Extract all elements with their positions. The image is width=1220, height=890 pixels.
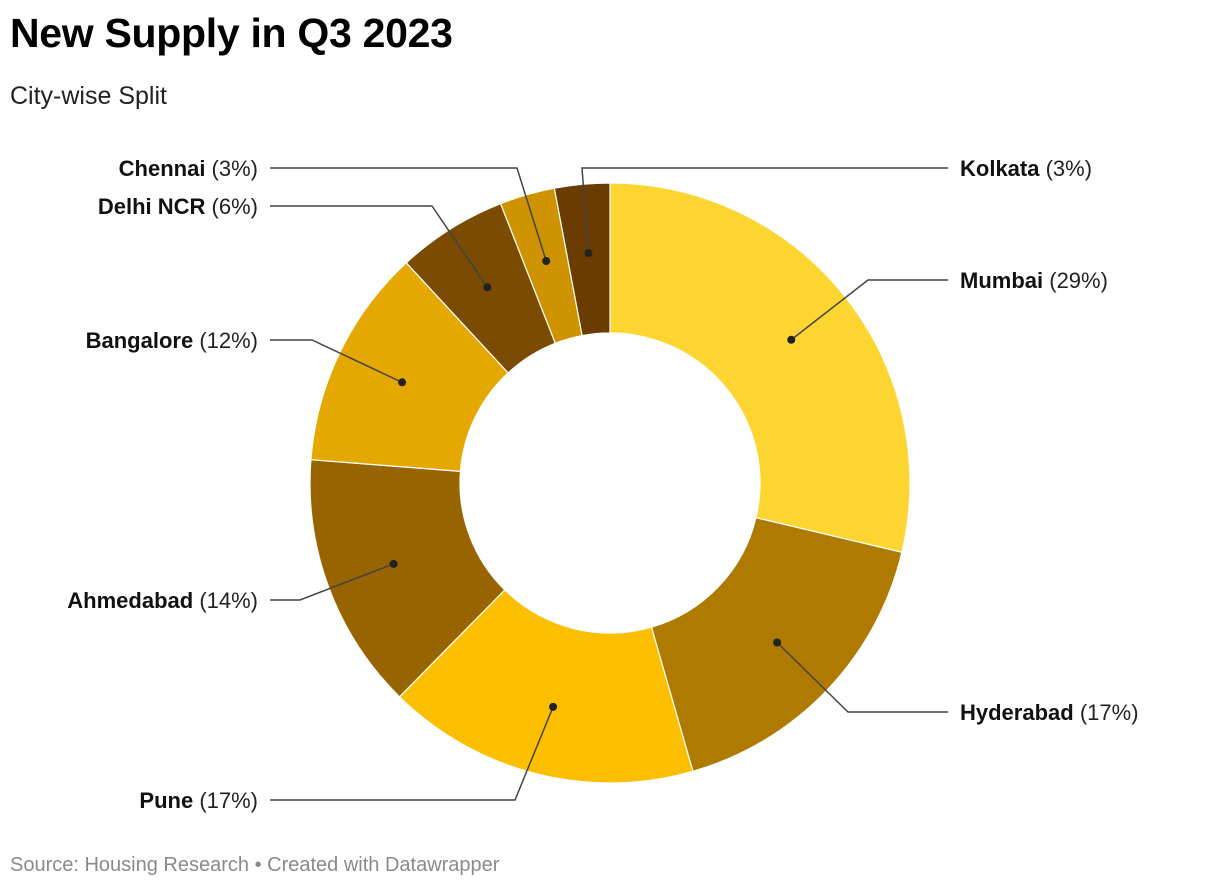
- source-note: Source: Housing Research • Created with …: [10, 854, 500, 876]
- leader-dot-ahmedabad: [389, 559, 398, 568]
- slice-label-hyderabad: Hyderabad (17%): [960, 700, 1139, 725]
- leader-dot-chennai: [542, 256, 551, 265]
- leader-line-ahmedabad: [270, 563, 394, 601]
- leader-line-bangalore: [270, 339, 403, 383]
- leader-line-kolkata: [581, 167, 948, 254]
- slice-kolkata[interactable]: [553, 182, 611, 337]
- slice-label-percent: (14%): [193, 588, 258, 613]
- leader-line-delhi-ncr: [270, 205, 488, 288]
- chart-subtitle: City-wise Split: [10, 82, 167, 110]
- slice-label-percent: (6%): [205, 194, 258, 219]
- label-leaders: [270, 167, 948, 801]
- slice-label-name: Ahmedabad: [67, 588, 193, 613]
- leader-dot-pune: [549, 702, 558, 711]
- leader-line-chennai: [270, 167, 547, 262]
- slice-label-name: Mumbai: [960, 268, 1043, 293]
- slice-label-chennai: Chennai (3%): [119, 156, 258, 181]
- slice-label-bangalore: Bangalore (12%): [86, 328, 258, 353]
- leader-dot-hyderabad: [773, 638, 782, 647]
- chart-title: New Supply in Q3 2023: [10, 10, 453, 56]
- slice-label-kolkata: Kolkata (3%): [960, 156, 1092, 181]
- slice-label-percent: (12%): [193, 328, 258, 353]
- slice-label-name: Hyderabad: [960, 700, 1074, 725]
- donut-slices: [309, 182, 911, 784]
- slice-bangalore[interactable]: [310, 261, 509, 472]
- slice-label-percent: (17%): [1074, 700, 1139, 725]
- slice-label-ahmedabad: Ahmedabad (14%): [67, 588, 258, 613]
- slice-label-percent: (17%): [193, 788, 258, 813]
- slice-label-percent: (3%): [1039, 156, 1092, 181]
- leader-dot-delhi-ncr: [483, 283, 492, 292]
- slice-label-percent: (29%): [1043, 268, 1108, 293]
- slice-label-name: Pune: [139, 788, 193, 813]
- slice-pune[interactable]: [398, 589, 694, 784]
- slice-label-mumbai: Mumbai (29%): [960, 268, 1108, 293]
- leader-line-mumbai: [790, 279, 948, 341]
- slice-label-name: Delhi NCR: [98, 194, 206, 219]
- leader-dot-kolkata: [584, 249, 593, 258]
- slice-label-percent: (3%): [205, 156, 258, 181]
- leader-line-hyderabad: [776, 641, 948, 713]
- leader-dot-bangalore: [398, 378, 407, 387]
- slice-label-delhi-ncr: Delhi NCR (6%): [98, 194, 258, 219]
- slice-label-pune: Pune (17%): [139, 788, 258, 813]
- leader-line-pune: [270, 706, 554, 801]
- slice-label-name: Chennai: [119, 156, 206, 181]
- slice-ahmedabad[interactable]: [309, 459, 506, 698]
- slice-label-name: Bangalore: [86, 328, 194, 353]
- slice-label-name: Kolkata: [960, 156, 1040, 181]
- slice-mumbai[interactable]: [609, 182, 911, 554]
- leader-dot-mumbai: [787, 335, 796, 344]
- slice-labels: Mumbai (29%)Hyderabad (17%)Pune (17%)Ahm…: [67, 156, 1138, 813]
